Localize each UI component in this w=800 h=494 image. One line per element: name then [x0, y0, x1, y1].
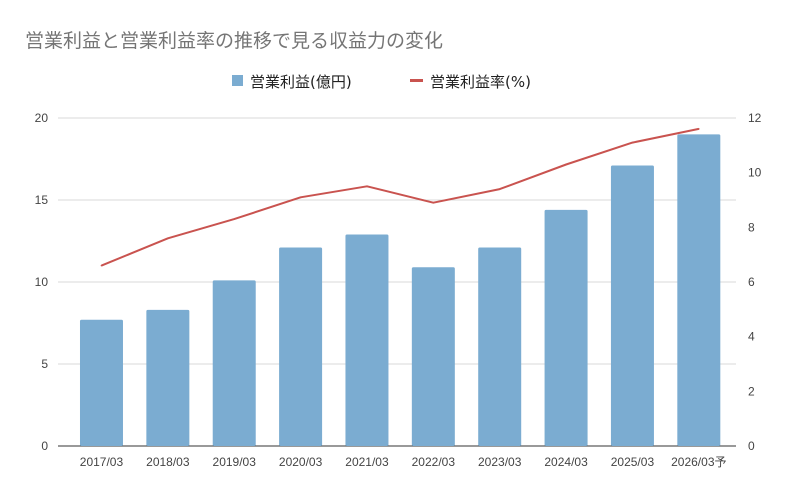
line-operating-margin	[101, 127, 700, 267]
x-axis-tick-label: 2019/03	[213, 455, 257, 469]
bar-2023/03	[478, 247, 522, 446]
left-axis-tick-label: 0	[41, 439, 48, 453]
right-axis-tick-label: 6	[748, 275, 755, 289]
x-axis-tick-label: 2026/03予	[671, 455, 726, 469]
line-point-2026/03予	[698, 128, 700, 130]
x-axis-tick-label: 2025/03	[611, 455, 655, 469]
bar-2018/03	[146, 309, 190, 446]
right-axis-tick-label: 10	[748, 166, 762, 180]
x-axis-tick-label: 2023/03	[478, 455, 522, 469]
line-point-2018/03	[167, 237, 169, 240]
x-axis-tick-label: 2021/03	[345, 455, 389, 469]
legend-swatch-line	[410, 79, 423, 82]
bar-2020/03	[279, 247, 323, 446]
left-axis-tick-label: 15	[35, 193, 49, 207]
bar-2021/03	[345, 234, 389, 446]
right-axis-tick-label: 2	[748, 384, 755, 398]
x-axis-tick-label: 2018/03	[146, 455, 190, 469]
right-axis-tick-label: 4	[748, 330, 755, 344]
line-point-2023/03	[498, 188, 501, 190]
line-point-2020/03	[299, 196, 302, 199]
line-point-2025/03	[631, 141, 634, 144]
line-point-2022/03	[432, 201, 435, 204]
bar-2019/03	[212, 280, 256, 446]
left-axis-tick-label: 5	[41, 357, 48, 371]
x-axis-tick-label: 2022/03	[412, 455, 456, 469]
legend-label-line: 営業利益率(%)	[430, 73, 531, 91]
line-point-2024/03	[565, 163, 567, 166]
x-axis-tick-label: 2020/03	[279, 455, 323, 469]
left-axis-tick-label: 20	[35, 111, 49, 125]
bar-2017/03	[79, 319, 123, 446]
legend: 営業利益(億円) 営業利益率(%)	[232, 73, 531, 91]
line-point-2019/03	[233, 218, 236, 220]
bar-2025/03	[610, 165, 654, 446]
legend-label-bar: 営業利益(億円)	[250, 73, 352, 91]
left-axis-tick-label: 10	[35, 275, 49, 289]
x-axis-tick-label: 2017/03	[80, 455, 124, 469]
bar-2026/03予	[677, 134, 721, 446]
right-axis-tick-label: 12	[748, 111, 762, 125]
bar-2024/03	[544, 209, 588, 446]
chart-title: 営業利益と営業利益率の推移で見る収益力の変化	[25, 30, 443, 52]
legend-swatch-bar	[232, 75, 243, 86]
x-axis-tick-label: 2024/03	[544, 455, 588, 469]
right-axis-tick-label: 8	[748, 220, 755, 234]
line-point-2017/03	[100, 264, 103, 267]
right-axis-tick-label: 0	[748, 439, 755, 453]
line-point-2021/03	[366, 185, 368, 188]
bar-2022/03	[411, 267, 455, 446]
